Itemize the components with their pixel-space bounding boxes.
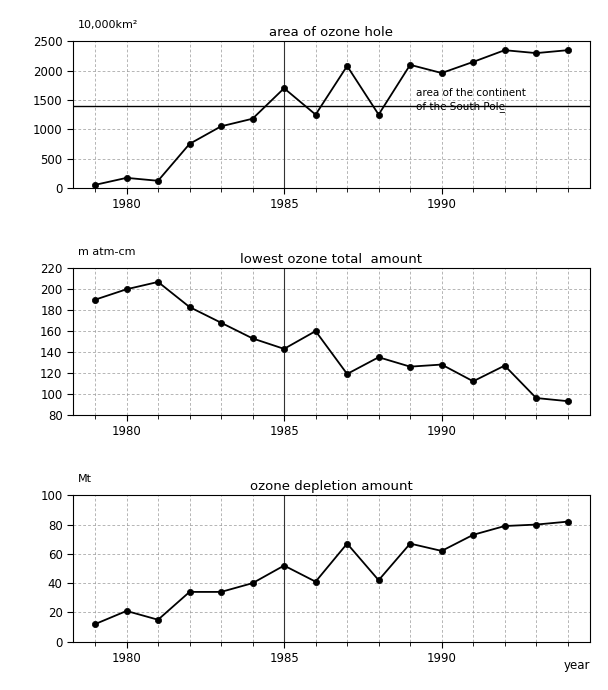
Text: year: year [563,659,590,672]
Text: m atm-cm: m atm-cm [78,246,136,257]
Text: area of the continent
of the South Pole̲: area of the continent of the South Pole̲ [416,88,527,112]
Title: area of ozone hole: area of ozone hole [269,26,393,39]
Text: 10,000km²: 10,000km² [78,20,139,30]
Title: lowest ozone total  amount: lowest ozone total amount [240,253,423,266]
Title: ozone depletion amount: ozone depletion amount [250,480,413,493]
Text: Mt: Mt [78,473,92,484]
